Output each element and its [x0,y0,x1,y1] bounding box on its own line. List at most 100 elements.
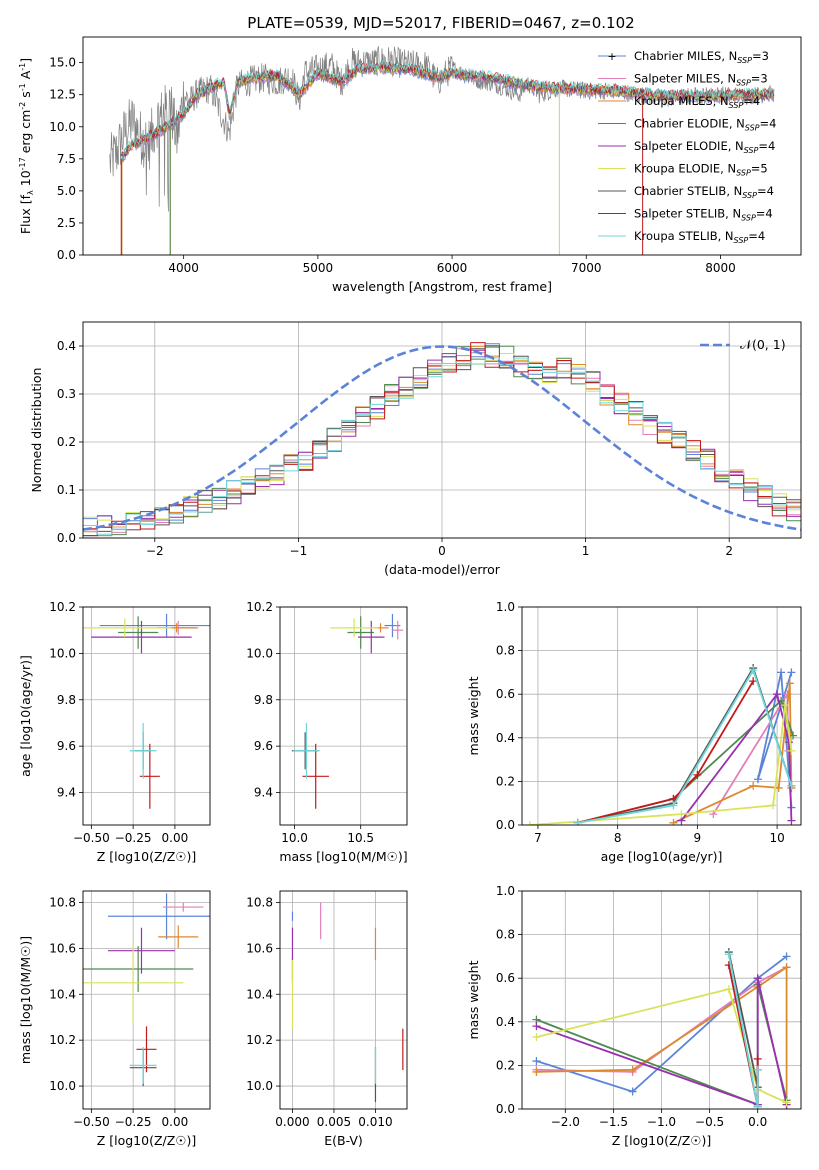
x-tick-label: −1.0 [647,1115,676,1129]
y-tick-label: 9.4 [254,786,273,800]
weight-marker [749,677,758,686]
weight-marker [753,974,762,983]
axes-frame [82,321,802,539]
y-tick-label: 15.0 [49,56,76,70]
legend-marker: + [607,50,616,63]
x-tick-label: 7 [534,831,542,845]
error-bar [129,722,157,779]
x-tick-label: −2.0 [551,1115,580,1129]
panel-age-vs-Z: −0.50 −0.25 0.00 9.4 9.6 9.8 10.0 10.2 Z [log10(… [18,600,211,864]
y-tick-label: 10.2 [246,1033,273,1047]
y-axis-label: Normed distribution [29,368,44,493]
x-tick-label: −0.50 [73,831,110,845]
error-bar [293,722,320,779]
x-tick-label: 0 [438,544,446,558]
panel-spectrum: 4000 5000 6000 7000 8000 0.0 2.5 5.0 7.5 10.0 12.5… [18,36,802,294]
x-tick-label: 1 [582,544,590,558]
weight-marker [781,701,790,710]
x-tick-label: −1.5 [599,1115,628,1129]
error-bar [136,1026,157,1073]
y-tick-label: 10.2 [49,600,76,614]
plot-area [525,664,798,825]
weight-marker [785,679,794,688]
legend: + Chabrier MILES, NSSP=3 Salpeter MILES, N… [598,49,776,245]
weight-marker [724,950,733,959]
y-tick-label: 10.6 [246,941,273,955]
y-axis-label: mass weight [466,676,481,755]
weight-marker [753,775,762,784]
x-tick-label: 6000 [437,261,468,275]
y-tick-label: 0.0 [496,1102,515,1116]
legend-entry: Chabrier STELIB, NSSP=4 [634,184,774,200]
legend-entry: 𝒩(0, 1) [740,337,786,352]
axes-frame [521,606,802,826]
x-tick-label: 7000 [571,261,602,275]
y-tick-label: 0.4 [496,731,515,745]
weight-marker [628,1065,637,1074]
y-tick-label: 10.0 [49,646,76,660]
x-tick-label: 5000 [303,261,334,275]
x-tick-label: 0.00 [162,831,189,845]
y-tick-label: 0.0 [496,818,515,832]
y-tick-label: 9.8 [57,693,76,707]
y-tick-label: 0.4 [496,1015,515,1029]
x-tick-label: 4000 [168,261,199,275]
x-tick-label: 2 [725,544,733,558]
figure-title: PLATE=0539, MJD=52017, FIBERID=0467, z=0… [247,14,634,32]
plot-area [83,613,210,809]
plot-area [291,613,404,809]
x-tick-label: −0.25 [115,1115,152,1129]
weight-marker [773,690,782,699]
weight-marker [677,810,686,819]
y-tick-label: 0.0 [57,531,76,545]
axes-frame [279,890,408,1110]
x-axis-label: (data-model)/error [384,562,501,577]
x-axis-label: E(B-V) [324,1133,363,1148]
panel-residuals: −2 −1 0 1 2 0.0 0.1 0.2 0.3 0.4 (data-model)/error… [29,321,802,577]
y-axis-label: mass weight [466,960,481,1039]
y-axis-label: mass [log10(M/M☉)] [18,936,33,1064]
y-tick-label: 10.8 [246,895,273,909]
weight-marker [753,1065,762,1074]
x-tick-label: 0.000 [275,1115,309,1129]
x-tick-label: 0.010 [358,1115,392,1129]
legend-entry: Chabrier MILES, NSSP=3 [634,49,769,65]
x-tick-label: 10 [769,831,784,845]
legend-entry: Salpeter MILES, NSSP=3 [634,72,768,88]
y-tick-label: 0.6 [496,971,515,985]
y-tick-label: 10.0 [49,120,76,134]
weight-marker [669,818,678,825]
x-axis-label: Z [log10(Z/Z☉)] [97,1133,197,1148]
weight-series [525,701,796,825]
error-bar [392,620,404,640]
model-spectrum [122,60,775,160]
error-bar [163,902,204,912]
error-bar [83,946,194,992]
panel-mass-vs-EBV: 0.000 0.005 0.010 10.0 10.2 10.4 10.6 10.8 E(B-V… [246,890,408,1148]
weight-marker [532,1057,541,1066]
weight-marker [532,1033,541,1042]
y-tick-label: 0.8 [496,928,515,942]
y-tick-label: 10.2 [49,1033,76,1047]
y-tick-label: 10.0 [246,1079,273,1093]
y-tick-label: 1.0 [496,884,515,898]
y-tick-label: 5.0 [57,184,76,198]
legend-entry: Salpeter STELIB, NSSP=4 [634,207,773,223]
panel-age-vs-mass: 10.0 10.5 9.4 9.6 9.8 10.0 10.2 mass [log10(M/M… [246,600,407,864]
plot-area [83,893,210,1087]
y-tick-label: 9.4 [57,786,76,800]
error-bar [129,1047,157,1084]
x-tick-label: −1 [290,544,308,558]
weight-marker [724,985,733,994]
y-tick-label: 0.1 [57,483,76,497]
weight-marker [573,818,582,825]
y-tick-label: 10.0 [246,646,273,660]
x-tick-label: 0.0 [748,1115,767,1129]
error-bar [99,613,210,638]
panel-mass-vs-Z: −0.50 −0.25 0.00 10.0 10.2 10.4 10.6 10.8 Z [log… [18,890,211,1148]
weight-marker [787,668,796,677]
error-bar [83,941,184,1025]
axes-frame [82,36,802,256]
weight-marker [749,666,758,675]
x-tick-label: −0.25 [115,831,152,845]
